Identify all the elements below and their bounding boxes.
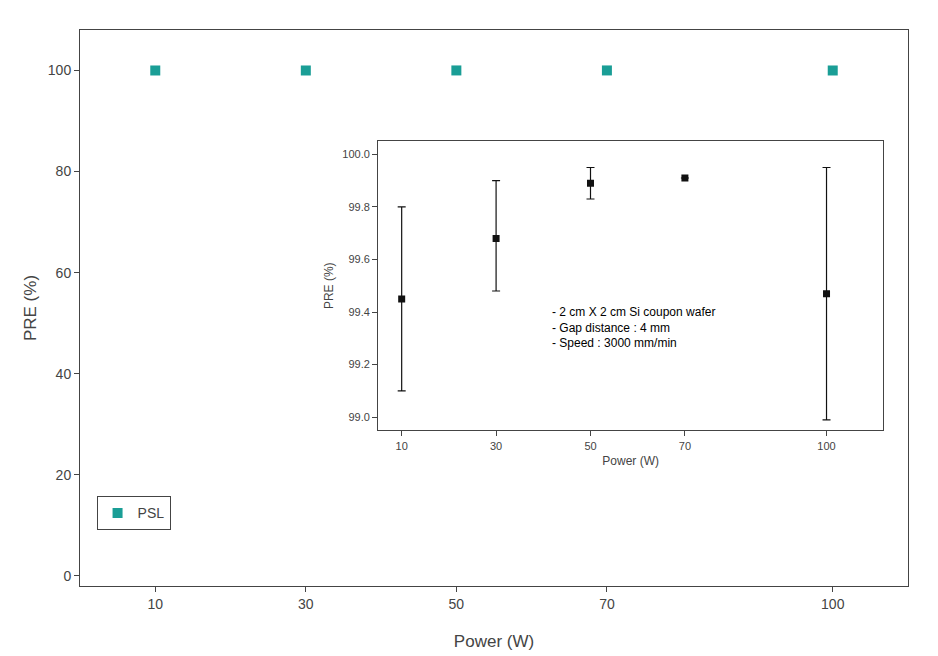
svg-text:99.4: 99.4 xyxy=(348,306,369,318)
svg-text:PRE (%): PRE (%) xyxy=(322,262,336,309)
svg-text:Power (W): Power (W) xyxy=(454,632,534,651)
svg-text:60: 60 xyxy=(56,265,72,281)
svg-text:30: 30 xyxy=(490,440,502,452)
svg-text:10: 10 xyxy=(147,596,163,612)
svg-text:100.0: 100.0 xyxy=(342,148,370,160)
svg-text:70: 70 xyxy=(679,440,691,452)
svg-text:50: 50 xyxy=(584,440,596,452)
svg-text:50: 50 xyxy=(449,596,465,612)
svg-text:80: 80 xyxy=(56,163,72,179)
svg-text:100: 100 xyxy=(48,62,72,78)
svg-text:99.8: 99.8 xyxy=(348,201,369,213)
svg-text:- 2 cm X 2 cm Si coupon wafer-: - 2 cm X 2 cm Si coupon wafer- Gap dista… xyxy=(552,305,715,350)
svg-text:99.0: 99.0 xyxy=(348,411,369,423)
svg-text:30: 30 xyxy=(298,596,314,612)
svg-text:0: 0 xyxy=(63,568,71,584)
svg-text:99.6: 99.6 xyxy=(348,253,369,265)
svg-text:10: 10 xyxy=(396,440,408,452)
svg-text:100: 100 xyxy=(821,596,845,612)
svg-text:PSL: PSL xyxy=(138,505,165,521)
svg-text:20: 20 xyxy=(56,467,72,483)
svg-text:PRE (%): PRE (%) xyxy=(21,275,40,341)
svg-text:99.2: 99.2 xyxy=(348,358,369,370)
svg-text:100: 100 xyxy=(817,440,835,452)
svg-text:Power (W): Power (W) xyxy=(602,454,659,468)
svg-text:70: 70 xyxy=(599,596,615,612)
svg-text:40: 40 xyxy=(56,366,72,382)
